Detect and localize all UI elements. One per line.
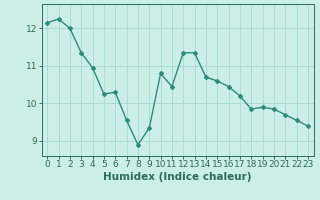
X-axis label: Humidex (Indice chaleur): Humidex (Indice chaleur) — [103, 172, 252, 182]
